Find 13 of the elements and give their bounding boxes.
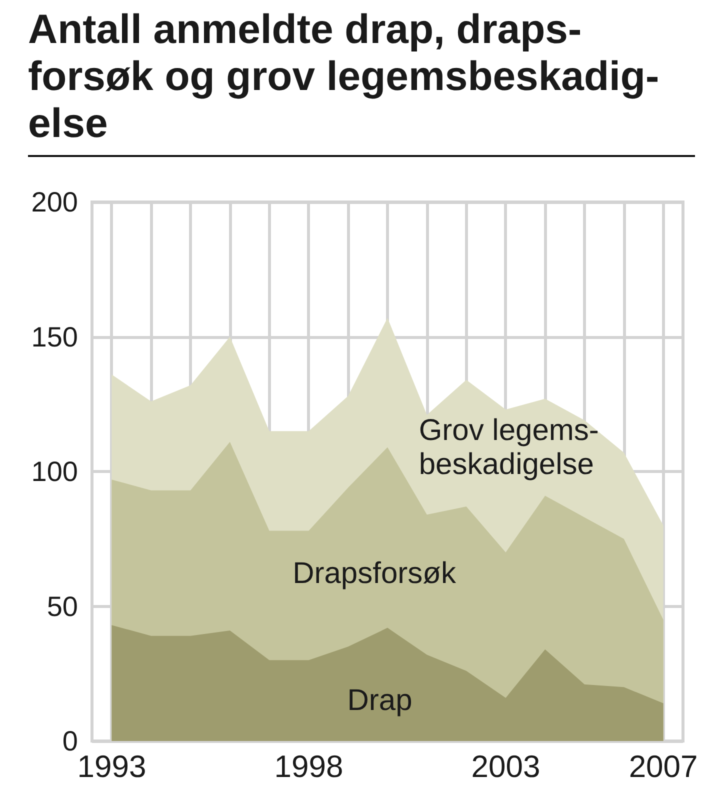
series-label: Grov legems- beskadigelse xyxy=(418,414,599,482)
x-tick-label: 1993 xyxy=(77,749,146,784)
series-label: Drapsforsøk xyxy=(292,556,457,590)
x-tick-label: 2003 xyxy=(471,749,540,784)
y-tick-label: 100 xyxy=(31,456,78,487)
chart-title: Antall anmeldte drap, draps- forsøk og grov legemsbeskadig- else xyxy=(28,6,695,157)
x-tick-label: 1998 xyxy=(274,749,344,784)
y-tick-label: 0 xyxy=(62,726,78,756)
x-tick-label: 2007 xyxy=(628,749,698,784)
y-tick-label: 50 xyxy=(46,590,78,622)
y-tick-label: 150 xyxy=(31,321,78,352)
series-label: Drap xyxy=(347,684,412,717)
y-tick-label: 200 xyxy=(31,186,78,218)
